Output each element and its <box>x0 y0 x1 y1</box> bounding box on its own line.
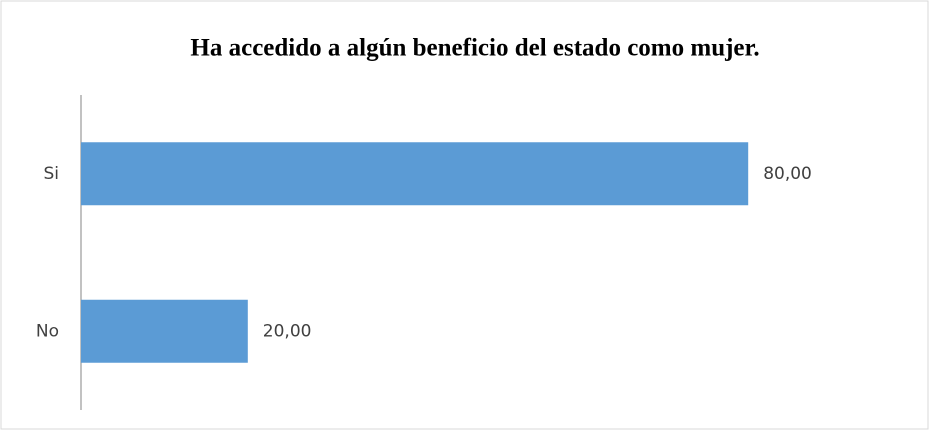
y-tick-label: Si <box>43 164 59 184</box>
data-label: 80,00 <box>763 164 812 184</box>
bar <box>81 299 248 363</box>
bar <box>81 142 749 206</box>
chart-title: Ha accedido a algún beneficio del estado… <box>190 35 759 62</box>
y-tick-label: No <box>36 321 59 341</box>
data-label: 20,00 <box>263 321 312 341</box>
